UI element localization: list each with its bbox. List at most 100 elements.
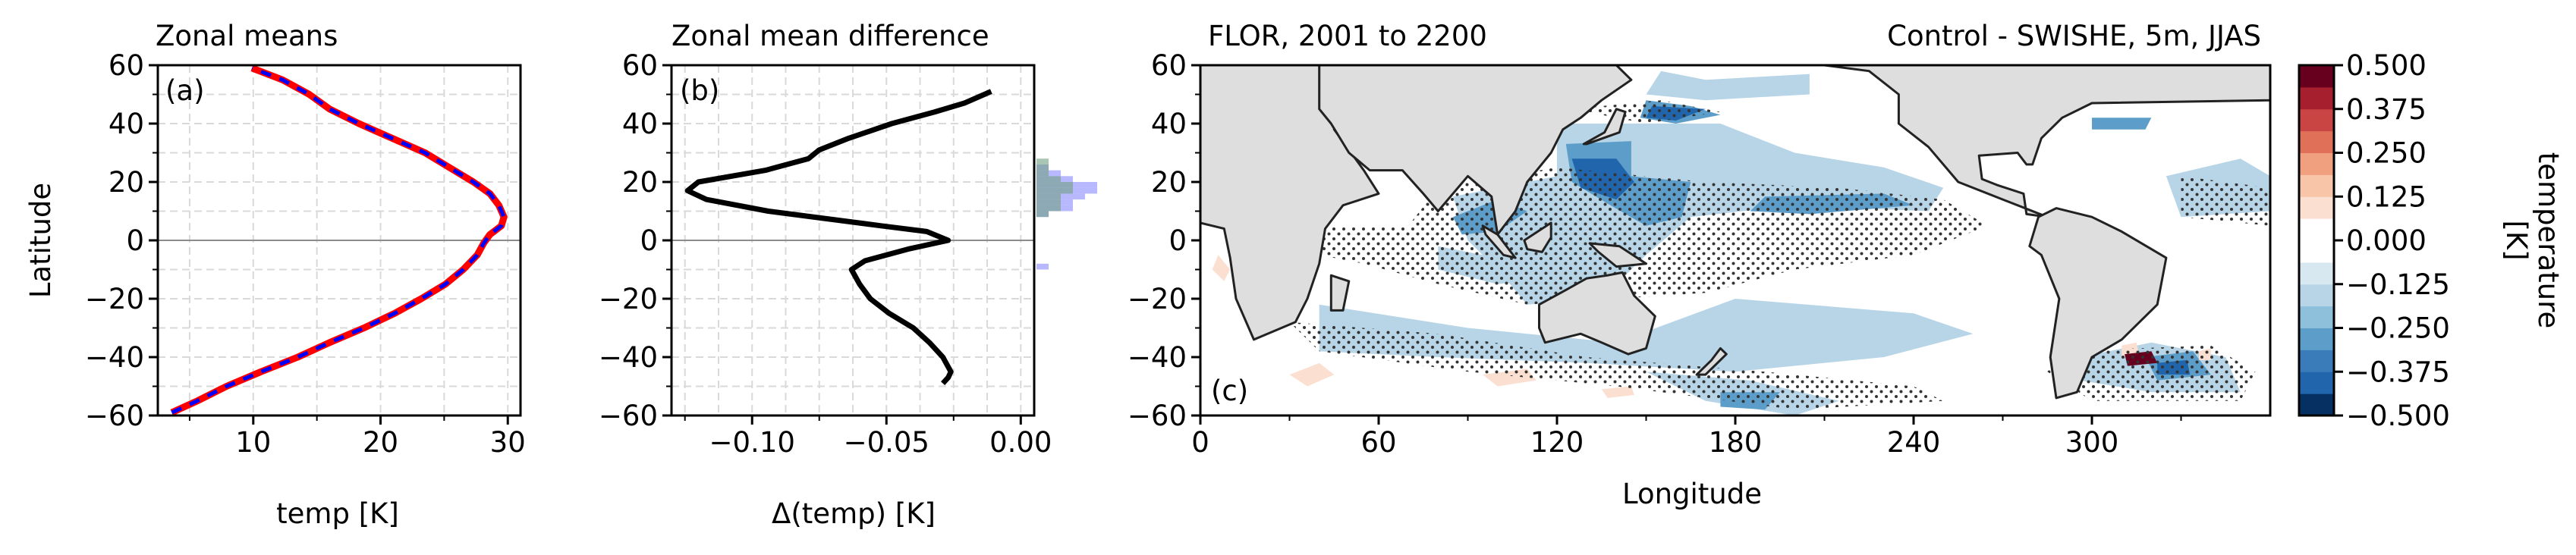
significance-stipple [1571,100,1721,124]
histogram-bar-green [1036,182,1073,188]
histogram-bar-green [1036,158,1049,165]
colorbar-tick-label: 0.500 [2346,49,2427,82]
x-tick-label: 0 [1191,426,1209,459]
land-mass [1695,346,1728,376]
panel-a-xlabel: temp [K] [276,497,399,530]
land-mass [1318,65,1633,236]
x-tick-label: 240 [1887,426,1941,459]
y-tick-label: 20 [109,166,144,199]
panel-a-title: Zonal means [156,20,338,52]
difference-line [684,89,992,385]
panel-b-series [684,89,992,385]
panel-b-x-axis: −0.10 −0.05 0.00 [684,415,1052,459]
colorbar-tick-label: −0.250 [2346,312,2450,345]
series-line-blue-dashed [171,66,506,415]
y-tick-label: 0 [640,224,658,257]
colorbar-swatch [2299,284,2334,307]
x-tick-label: −0.10 [709,426,795,459]
map-body [1200,65,2270,415]
histogram-bar-green [1036,211,1049,218]
y-tick-label: −40 [1128,341,1187,374]
colorbar-swatch [2299,262,2334,285]
y-tick-label: 40 [1151,108,1187,140]
y-tick-label: 60 [1151,49,1187,82]
panel-c-title-left: FLOR, 2001 to 2200 [1208,20,1487,52]
colorbar-tick-label: −0.500 [2346,400,2450,432]
y-tick-label: 40 [622,108,658,140]
y-tick-label: 20 [1151,166,1187,199]
panel-c-x-axis: 0 60 120 180 240 300 [1191,415,2182,459]
y-tick-label: −40 [599,341,658,374]
colorbar-ticks: 0.500 0.375 0.250 0.125 0.000 −0.125 −0.250 −0.… [2334,49,2450,432]
land-mass [2028,207,2168,400]
panel-b-tag: (b) [680,74,719,107]
colorbar: 0.500 0.375 0.250 0.125 0.000 −0.125 −0.250 −0.… [2298,49,2565,432]
panel-a-tag: (a) [165,74,205,107]
panel-c-tag: (c) [1211,375,1248,407]
x-tick-label: 20 [363,426,398,459]
land-mass [1523,221,1552,253]
x-tick-label: 0.00 [989,426,1052,459]
land-mass [1588,242,1647,268]
land-mass [1481,224,1517,259]
panel-c: FLOR, 2001 to 2200 Control - SWISHE, 5m,… [1128,20,2272,510]
x-tick-label: 10 [235,426,271,459]
x-tick-label: −0.05 [844,426,929,459]
y-tick-label: −60 [1128,400,1187,432]
colorbar-label-line2: [K] [2500,220,2533,260]
colorbar-swatch [2299,65,2334,88]
y-tick-label: −60 [599,400,658,432]
colorbar-tick-label: 0.125 [2346,180,2427,213]
histogram-bar-green [1036,193,1061,200]
y-tick-label: 40 [109,108,144,140]
contour-region [1289,362,1335,387]
land-mass [1582,108,1627,146]
colorbar-tick-label: −0.125 [2346,268,2450,301]
colorbar-label-line1: temperature [2532,152,2565,329]
colorbar-swatch [2299,350,2334,372]
colorbar-tick-label: 0.250 [2346,137,2427,170]
y-tick-label: 60 [622,49,658,82]
colorbar-tick-label: 0.000 [2346,224,2427,257]
colorbar-swatch [2299,174,2334,197]
panel-b-histogram [1036,158,1097,270]
histogram-bar-green [1036,176,1061,182]
histogram-bar-green [1036,205,1061,212]
colorbar-swatch [2299,306,2334,328]
y-tick-label: 0 [1168,224,1187,257]
panel-a-y-axis: −60 −40 −20 0 20 40 60 [85,49,158,432]
significance-stipple [2181,176,2270,226]
x-tick-label: 120 [1530,426,1584,459]
significance-stipple [2047,345,2256,401]
colorbar-swatch [2299,328,2334,350]
colorbar-swatches [2299,65,2334,416]
colorbar-swatch [2299,152,2334,175]
map-stippling [1289,100,2270,410]
colorbar-swatch [2299,240,2334,263]
panel-c-y-axis: −60 −40 −20 0 20 40 60 [1128,49,1200,432]
contour-region [1646,71,1810,101]
y-tick-label: 0 [126,224,144,257]
y-tick-label: 60 [109,49,144,82]
histogram-bar-green [1036,170,1049,177]
histogram-bar-green [1036,187,1073,194]
colorbar-swatch [2299,86,2334,110]
x-tick-label: 180 [1709,426,1763,459]
colorbar-swatch [2299,218,2334,241]
y-tick-label: 20 [622,166,658,199]
histogram-bar-green [1036,199,1061,205]
panel-c-xlabel: Longitude [1622,478,1762,510]
panel-b-y-axis: −60 −40 −20 0 20 40 60 [599,49,672,432]
land-mass [1329,274,1351,312]
panel-a-x-axis: 10 20 30 [188,415,526,459]
y-tick-label: −60 [85,400,144,432]
y-tick-label: −20 [85,283,144,315]
histogram-bar-green [1036,164,1049,171]
contour-region [2092,118,2152,130]
panel-b-title: Zonal mean difference [672,20,989,52]
colorbar-swatch [2299,108,2334,132]
colorbar-swatch [2299,372,2334,394]
colorbar-tick-label: 0.375 [2346,93,2427,126]
y-tick-label: −20 [1128,283,1187,315]
